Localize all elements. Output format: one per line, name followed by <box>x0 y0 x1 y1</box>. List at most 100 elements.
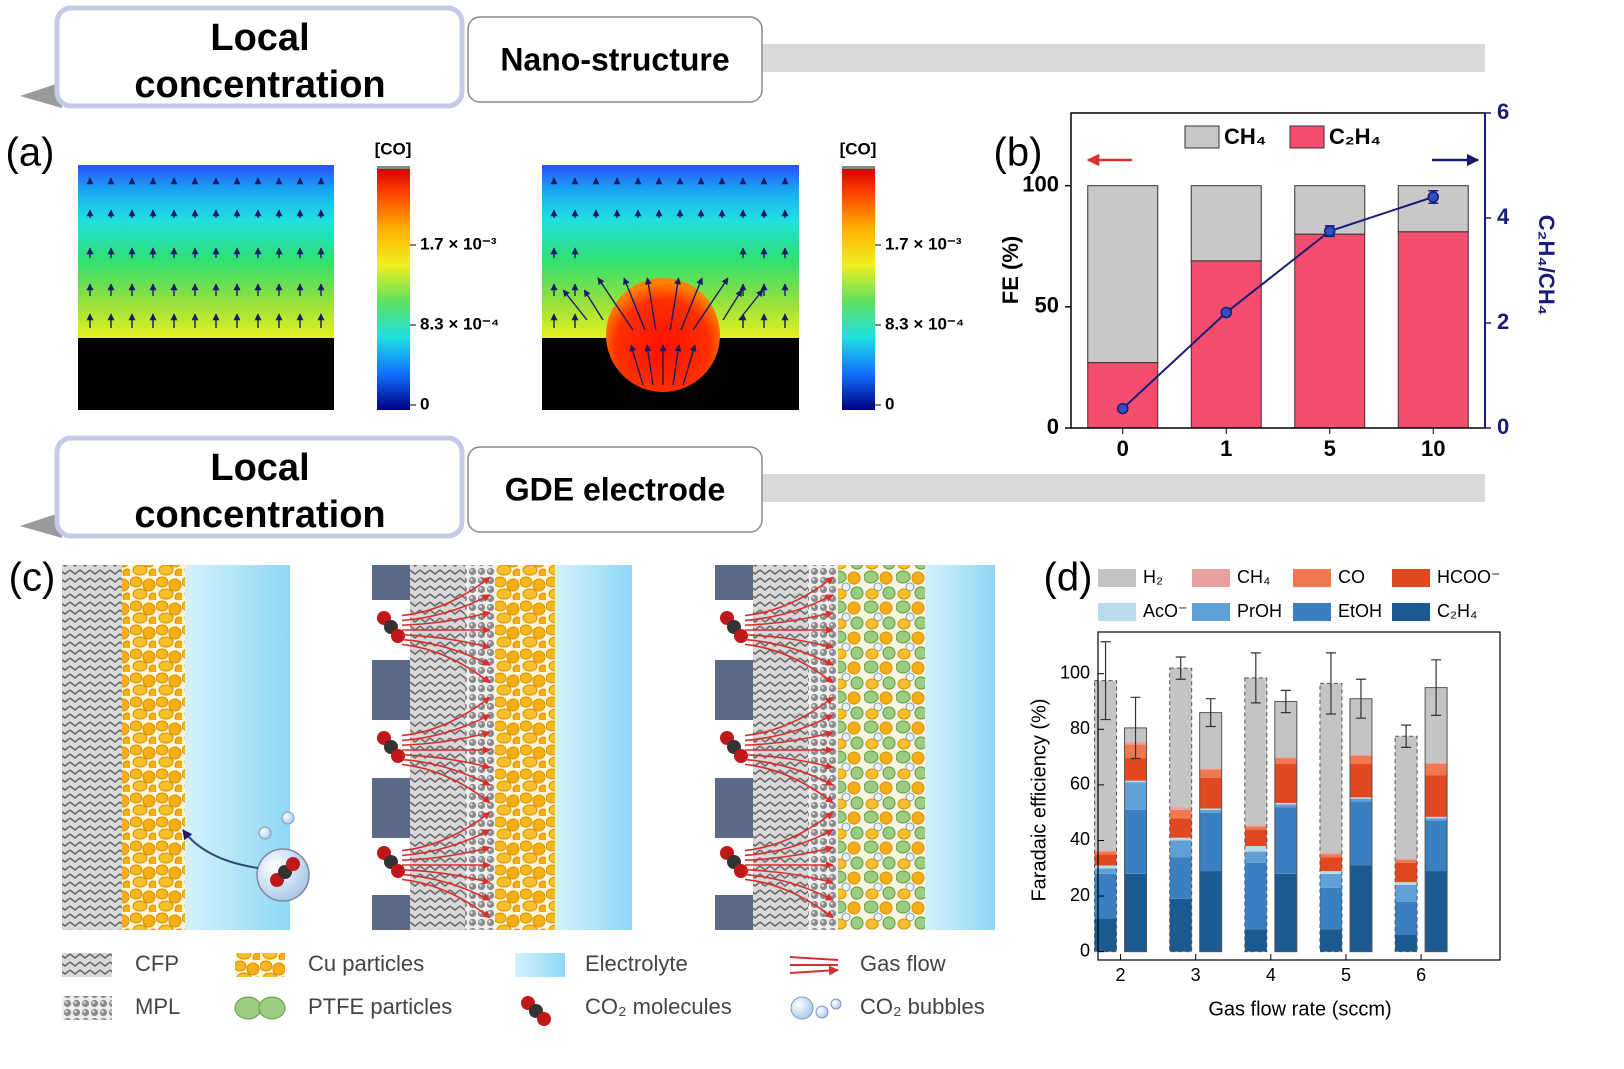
flow-rib <box>372 660 410 720</box>
gas-flow <box>401 610 491 626</box>
flow-rib <box>372 565 410 600</box>
y2-tick-label: 6 <box>1497 99 1509 124</box>
ratio-point <box>1427 191 1439 203</box>
legend-label: Cu particles <box>308 951 424 976</box>
bar-segment <box>1395 884 1418 902</box>
error-bar <box>1355 678 1366 719</box>
legend-label: HCOO⁻ <box>1437 567 1501 587</box>
bar-segment <box>1319 873 1342 888</box>
legend-label: EtOH <box>1338 601 1382 621</box>
gas-flow <box>744 845 834 861</box>
bar-segment <box>1094 854 1117 866</box>
electrolyte <box>925 565 995 930</box>
bar-segment <box>1199 769 1222 778</box>
flux-arrows <box>86 177 789 386</box>
ptfe-layer <box>838 565 925 930</box>
gas-flow <box>744 763 834 804</box>
field-map <box>78 165 334 338</box>
bar-segment <box>1395 862 1418 883</box>
x-tick-label: 1 <box>1220 436 1232 461</box>
y-axis-label: Faradaic efficiency (%) <box>1028 698 1050 901</box>
bar-segment <box>1244 826 1267 830</box>
flow-rib <box>715 895 753 930</box>
x-tick-label: 5 <box>1324 436 1336 461</box>
y-axis-label: FE (%) <box>998 236 1023 304</box>
bar-segment <box>1425 775 1448 817</box>
bar <box>1190 260 1262 429</box>
bar-segment <box>1274 701 1297 758</box>
gas-flow <box>401 869 491 885</box>
y2-axis-label: C₂H₄/CH₄ <box>1534 215 1559 315</box>
plot-frame <box>1097 631 1501 961</box>
flux-arrow <box>644 277 657 331</box>
gas-flow <box>744 714 834 742</box>
flux-arrow <box>680 277 703 331</box>
bar-segment <box>1274 873 1297 952</box>
error-bar <box>1100 641 1111 721</box>
bar-segment <box>1124 758 1147 781</box>
gas-flow <box>744 754 834 770</box>
legend-swatch <box>1293 569 1331 587</box>
gas-flow <box>744 638 834 666</box>
legend-swatch <box>62 953 112 977</box>
colorbar-title: [CO] <box>840 139 877 158</box>
bar-segment <box>1199 777 1222 809</box>
gas-flow <box>401 754 491 770</box>
legend-swatch <box>789 956 838 973</box>
bar-segment <box>1199 768 1222 770</box>
error-bar <box>1250 652 1261 704</box>
legend-swatch <box>1293 603 1331 621</box>
bar-segment <box>1169 809 1192 819</box>
legend-swatch <box>515 953 565 977</box>
flow-rib <box>715 660 753 720</box>
co2-molecule <box>734 749 748 763</box>
flow-rib <box>372 778 410 838</box>
bar-segment <box>1094 680 1117 851</box>
flux-arrow <box>669 277 682 331</box>
bar-segment <box>1319 683 1342 853</box>
bar <box>1087 362 1159 429</box>
colorbar-label: 8.3 × 10⁻⁴ <box>885 314 964 333</box>
bar-segment <box>1169 857 1192 899</box>
bar-segment <box>1395 901 1418 935</box>
y-tick-label: 0 <box>1047 414 1059 439</box>
gas-flow <box>401 873 491 901</box>
x-tick-label: 4 <box>1266 965 1276 985</box>
bar-segment <box>1425 762 1448 765</box>
bar-segment <box>1274 758 1297 765</box>
colorbar-label: 0 <box>420 394 429 413</box>
gas-flow <box>744 594 834 622</box>
nano-cavity <box>606 278 720 392</box>
flow-rib <box>715 565 753 600</box>
bar-segment <box>1244 829 1267 847</box>
ratio-point <box>1324 225 1336 237</box>
error-bar <box>1175 656 1186 680</box>
co2-molecule <box>391 864 405 878</box>
panel-label: (b) <box>994 131 1043 175</box>
x-tick-label: 0 <box>1117 436 1129 461</box>
banner-title: Local <box>210 17 309 59</box>
bar-segment <box>1395 934 1418 952</box>
bar-segment <box>1169 837 1192 841</box>
bar-segment <box>1169 807 1192 810</box>
co2-molecule <box>734 629 748 643</box>
legend-swatch <box>830 998 842 1010</box>
legend-swatch <box>1392 603 1430 621</box>
bar-segment <box>1274 757 1297 759</box>
gas-flow <box>744 758 834 786</box>
molecule <box>286 857 300 871</box>
y-tick-label: 100 <box>1060 662 1090 682</box>
bar-segment <box>1349 798 1372 802</box>
gas-flow <box>744 696 834 737</box>
legend-swatch <box>1289 125 1325 149</box>
flux-arrow <box>623 277 646 331</box>
ratio-point <box>1220 306 1232 319</box>
legend-swatch <box>1392 569 1430 587</box>
gas-flow <box>744 576 834 617</box>
banner-label: GDE electrode <box>505 471 726 507</box>
bar-segment <box>1395 858 1418 860</box>
banner-title: concentration <box>134 64 385 106</box>
gas-flow <box>401 594 491 622</box>
y2-tick-label: 2 <box>1497 309 1509 334</box>
